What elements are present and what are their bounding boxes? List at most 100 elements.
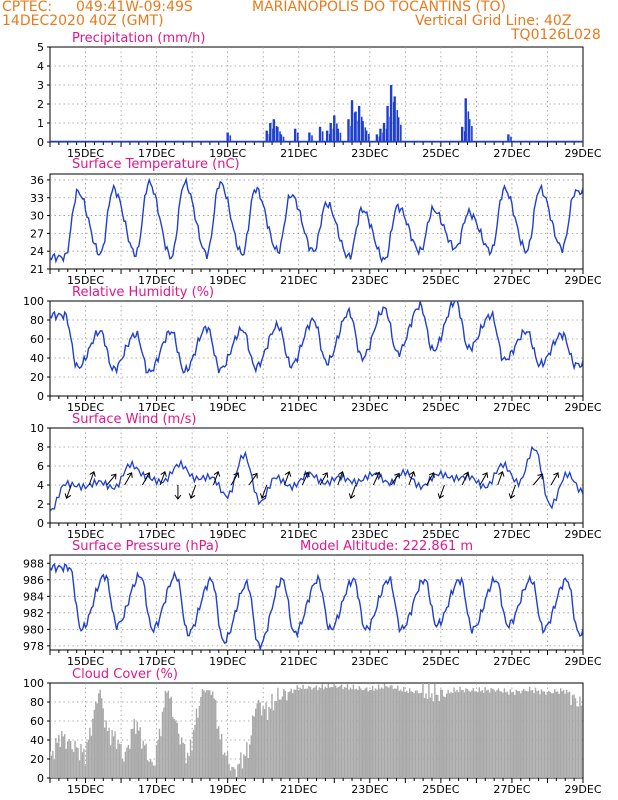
cloud-bar [428, 683, 430, 778]
cloud-bar [414, 690, 417, 778]
cloud-bar [312, 688, 315, 778]
wind-arrow-head [437, 493, 445, 499]
cloud-bar [377, 684, 380, 778]
cloud-bar [95, 701, 97, 778]
xtick-label-5: 27DEC [493, 783, 530, 796]
ytick-label-0: 3 [37, 79, 44, 92]
wind-arrow [426, 472, 435, 486]
cloud-bar [475, 691, 477, 778]
cloud-bar [497, 688, 500, 778]
cloud-bar [290, 688, 292, 778]
cloud-bar [206, 690, 208, 778]
cloud-bar [155, 744, 158, 778]
cloud-bar [536, 691, 538, 778]
cloud-bar [58, 734, 60, 778]
precip-bar [375, 134, 379, 142]
cloud-bar [112, 736, 115, 778]
cloud-bar [152, 765, 155, 778]
series-line-1 [50, 176, 583, 264]
cloud-bar [558, 693, 560, 778]
cloud-bar [355, 688, 358, 778]
cloud-bar [491, 688, 494, 778]
ytick-label-3: 4 [37, 479, 44, 492]
cloud-bar [272, 710, 275, 778]
precip-bar [325, 130, 329, 142]
wind-arrow [66, 484, 72, 499]
panel-frame-2 [49, 300, 584, 397]
cloud-bar [176, 722, 178, 778]
cloud-bar [500, 691, 503, 778]
cloud-bar [564, 693, 566, 778]
cloud-bar [182, 742, 184, 778]
cloud-bar [361, 690, 363, 778]
cloud-bar [413, 693, 415, 778]
cloud-bar [549, 692, 552, 778]
cloud-bar [133, 719, 135, 778]
cloud-bar [398, 690, 401, 778]
wind-arrow [390, 473, 400, 486]
series-line-4 [50, 562, 583, 650]
cloud-bar [386, 686, 389, 778]
cloud-bar [530, 690, 532, 778]
cloud-bar [75, 747, 78, 778]
xtick-label-1: 29DEC [564, 274, 601, 287]
cloud-bar [305, 688, 307, 778]
wind-arrow-head [338, 471, 345, 477]
cloud-bar [126, 747, 128, 778]
cloud-bar [494, 691, 497, 778]
header-date: 14DEC2020 40Z (GMT) [2, 13, 164, 29]
cloud-bar [503, 688, 506, 778]
wind-arrow [190, 484, 197, 499]
xtick-label-2: 17DEC [138, 401, 175, 414]
precip-bar [510, 136, 512, 142]
cloud-bar [92, 718, 94, 778]
ytick-label-1: 33 [30, 192, 44, 205]
cloud-bar [392, 689, 395, 778]
cloud-bar [484, 687, 486, 778]
cloud-bar [518, 691, 520, 778]
cloud-bar [349, 687, 352, 778]
cloud-bar [373, 690, 375, 778]
precip-bar [464, 98, 467, 142]
cloud-bar [220, 733, 223, 778]
cloud-bar [219, 739, 221, 778]
ytick-label-3: 2 [37, 498, 44, 511]
precip-bar [379, 128, 382, 142]
cloud-bar [579, 696, 581, 778]
cloud-bar [83, 748, 85, 778]
cloud-bar [457, 692, 460, 778]
cloud-bar [132, 728, 134, 778]
panel-title-0: Precipitation (mm/h) [72, 31, 205, 46]
cloud-bar [209, 690, 211, 778]
cloud-bar [123, 761, 125, 778]
cloud-bar [50, 751, 51, 778]
cloud-bar [170, 696, 173, 778]
cloud-bar [140, 748, 143, 778]
precip-bar [460, 126, 464, 142]
wind-arrow [337, 471, 344, 486]
wind-arrow-head [188, 493, 196, 499]
cloud-bar [468, 690, 470, 778]
cloud-bar [485, 690, 488, 778]
cloud-bar [201, 689, 204, 778]
cloud-bar [203, 690, 205, 778]
cloud-bar [143, 745, 146, 778]
cloud-bar [102, 708, 104, 778]
cloud-bar [551, 693, 553, 778]
precip-bar [276, 126, 279, 142]
cloud-bar [520, 693, 522, 778]
cloud-bar [207, 690, 210, 778]
cloud-bar [429, 697, 432, 778]
cloud-bar [534, 687, 537, 778]
cloud-bar [243, 754, 245, 778]
cloud-bar [367, 691, 369, 778]
xtick-label-5: 17DEC [138, 783, 175, 796]
cloud-bar [574, 698, 577, 778]
cloud-bar [262, 706, 264, 778]
cloud-bar [571, 695, 574, 778]
cloud-bar [293, 689, 295, 778]
cloud-bar [297, 690, 300, 778]
cloud-bar [139, 727, 141, 778]
cloud-bar [459, 686, 461, 778]
cloud-bar [577, 706, 580, 778]
